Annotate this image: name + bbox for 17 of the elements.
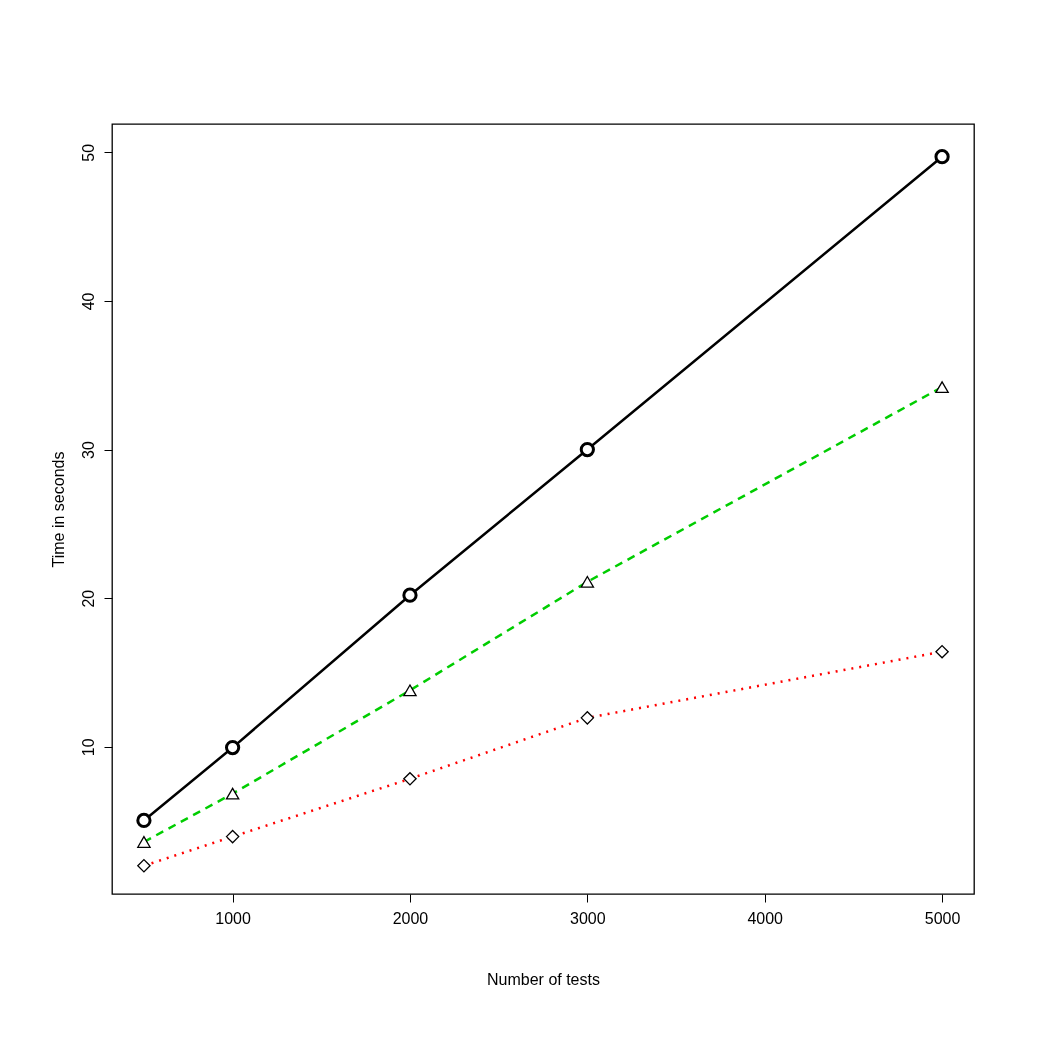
y-tick-label: 40 (79, 292, 97, 311)
y-tick-label: 30 (79, 441, 97, 459)
x-tick-label: 5000 (924, 909, 961, 927)
y-axis-title: Time in seconds (49, 451, 67, 568)
x-tick-label: 3000 (570, 909, 606, 927)
point (136, 812, 152, 829)
y-tick-label: 20 (79, 589, 97, 608)
x-tick-label: 1000 (215, 909, 252, 927)
x-axis-title: Number of tests (487, 970, 600, 988)
x-tick-label: 2000 (392, 909, 429, 927)
y-tick-label: 50 (79, 143, 97, 162)
point (934, 149, 950, 165)
point (224, 739, 241, 756)
x-tick-label: 4000 (747, 909, 784, 927)
point (402, 587, 418, 603)
point (579, 441, 595, 458)
y-tick-label: 10 (79, 738, 97, 757)
